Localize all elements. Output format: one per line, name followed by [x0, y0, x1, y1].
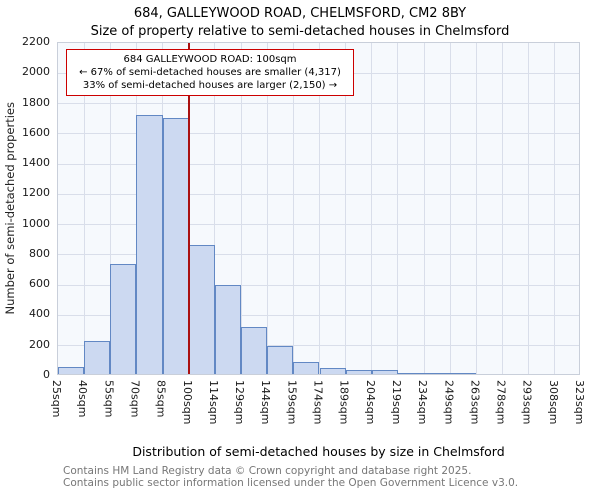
gridline-horizontal	[58, 193, 579, 195]
footer-line-1: Contains HM Land Registry data © Crown c…	[63, 465, 472, 477]
x-tick-label: 308sqm	[546, 380, 560, 425]
x-tick-label: 85sqm	[154, 380, 168, 418]
gridline-horizontal	[58, 345, 579, 347]
gridline-vertical	[554, 43, 556, 374]
gridline-vertical	[83, 43, 85, 374]
property-size-marker-line	[187, 43, 190, 374]
histogram-bar	[188, 245, 215, 374]
chart-subtitle: Size of property relative to semi-detach…	[90, 24, 510, 39]
gridline-vertical	[345, 43, 347, 374]
gridline-horizontal	[58, 284, 579, 286]
y-tick-label: 1400	[22, 156, 50, 170]
y-tick-label: 0	[43, 368, 50, 381]
gridline-horizontal	[58, 224, 579, 226]
y-axis-title: Number of semi-detached properties	[3, 102, 17, 315]
x-tick-label: 204sqm	[363, 380, 377, 425]
gridline-vertical	[371, 43, 373, 374]
gridline-vertical	[292, 43, 294, 374]
gridline-vertical	[397, 43, 399, 374]
y-tick-label: 1800	[22, 95, 50, 109]
histogram-bar	[136, 115, 163, 374]
x-tick-label: 25sqm	[50, 380, 63, 418]
y-tick-label: 2200	[22, 35, 50, 48]
x-axis-title: Distribution of semi-detached houses by …	[132, 444, 505, 459]
annotation-line-1: 684 GALLEYWOOD ROAD: 100sqm	[123, 54, 297, 65]
gridline-horizontal	[58, 133, 579, 135]
x-tick-label: 129sqm	[233, 380, 247, 425]
gridline-vertical	[475, 43, 477, 374]
y-tick-label: 800	[29, 246, 50, 260]
histogram-bar	[110, 263, 137, 374]
gridline-vertical	[109, 43, 111, 374]
y-tick-label: 2000	[22, 65, 50, 79]
x-tick-label: 234sqm	[416, 380, 430, 425]
annotation-line-2: ← 67% of semi-detached houses are smalle…	[79, 67, 341, 78]
histogram-bar	[371, 370, 398, 374]
x-tick-label: 263sqm	[468, 380, 482, 425]
histogram-bar	[267, 346, 294, 374]
histogram-bar	[162, 118, 189, 374]
x-tick-label: 189sqm	[337, 380, 351, 425]
x-tick-label: 174sqm	[311, 380, 325, 425]
histogram-bar	[293, 361, 320, 374]
annotation-box: 684 GALLEYWOOD ROAD: 100sqm ← 67% of sem…	[66, 49, 354, 96]
annotation-line-3: 33% of semi-detached houses are larger (…	[82, 80, 338, 91]
chart-title: 684, GALLEYWOOD ROAD, CHELMSFORD, CM2 8B…	[133, 6, 467, 21]
plot-area: 684 GALLEYWOOD ROAD: 100sqm ← 67% of sem…	[57, 42, 580, 375]
y-tick-label: 600	[29, 277, 50, 291]
x-tick-label: 144sqm	[259, 380, 273, 425]
y-tick-label: 400	[29, 307, 50, 321]
gridline-horizontal	[58, 163, 579, 165]
x-tick-label: 293sqm	[520, 380, 534, 425]
histogram-bar	[424, 372, 451, 374]
x-tick-label: 40sqm	[76, 380, 90, 418]
y-tick-label: 1000	[22, 216, 50, 230]
x-tick-label: 249sqm	[442, 380, 456, 425]
gridline-vertical	[319, 43, 320, 374]
x-tick-label: 55sqm	[102, 380, 116, 418]
y-tick-label: 200	[29, 337, 50, 351]
histogram-bar	[345, 369, 372, 374]
gridline-horizontal	[58, 314, 579, 316]
histogram-bar	[450, 373, 477, 374]
gridline-vertical	[449, 43, 451, 374]
histogram-bar	[58, 367, 85, 374]
x-tick-label: 70sqm	[128, 380, 142, 418]
histogram-bar	[397, 372, 425, 374]
x-tick-label: 278sqm	[494, 380, 508, 425]
histogram-bar	[241, 327, 268, 374]
footer: Contains HM Land Registry data © Crown c…	[63, 465, 518, 489]
x-tick-label: 114sqm	[206, 380, 220, 425]
y-tick-label: 1600	[22, 125, 50, 139]
x-tick-label: 159sqm	[285, 380, 299, 425]
histogram-bar	[319, 367, 346, 374]
footer-line-2: Contains public sector information licen…	[63, 477, 519, 490]
histogram-bar	[214, 284, 242, 374]
gridline-horizontal	[58, 254, 579, 256]
gridline-vertical	[423, 43, 425, 374]
gridline-vertical	[240, 43, 242, 374]
x-tick-label: 219sqm	[389, 380, 403, 425]
gridline-vertical	[502, 43, 504, 374]
x-tick-label: 323sqm	[573, 380, 586, 425]
histogram-bar	[84, 340, 111, 374]
gridline-horizontal	[58, 103, 579, 105]
gridline-vertical	[528, 43, 530, 374]
x-tick-label: 100sqm	[180, 380, 194, 425]
y-tick-label: 1200	[22, 186, 50, 200]
gridline-vertical	[214, 43, 216, 374]
gridline-vertical	[266, 43, 268, 374]
